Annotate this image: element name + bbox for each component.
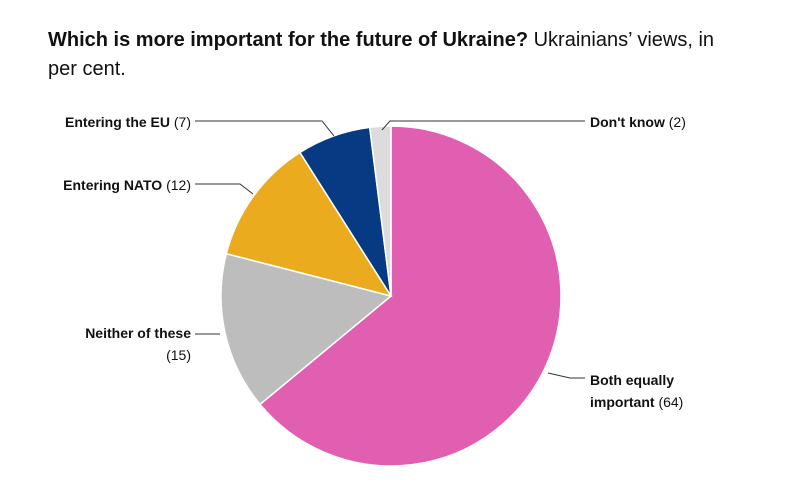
slice-label-value: (64) (655, 394, 684, 410)
slice-label-name: Entering the EU (65, 114, 170, 130)
slice-label-value: (15) (166, 347, 191, 363)
slice-label-name: Both equally (590, 372, 674, 388)
slice-label-name: Neither of these (85, 325, 191, 341)
pie-slice-entering-nato (225, 151, 393, 298)
slice-label-value: (2) (665, 114, 686, 130)
slice-label-value: (12) (162, 177, 191, 193)
chart-title-subtitle: Ukrainians’ views, in per cent. (48, 29, 715, 80)
slice-label-name: Entering NATO (63, 177, 162, 193)
slice-label-name: Don't know (590, 114, 665, 130)
leader-line-entering-nato (195, 183, 254, 195)
slice-label-don-t-know: Don't know (2) (590, 114, 686, 130)
slice-label-both-equally-important: Both equally important (64) (590, 372, 683, 410)
slice-label-value: (7) (170, 114, 191, 130)
pie-slice-neither-of-these (220, 252, 393, 406)
slice-label-entering-the-eu: Entering the EU (7) (65, 114, 191, 130)
leader-line-don-t-know (381, 120, 585, 131)
slice-label-name: important (590, 394, 655, 410)
leader-line-both-equally-important (547, 372, 585, 379)
chart-title-question: Which is more important for the future o… (48, 29, 529, 51)
chart-title: Which is more important for the future o… (48, 26, 748, 84)
leader-line-entering-the-eu (195, 120, 335, 137)
slice-label-neither-of-these: Neither of these (15) (85, 325, 191, 363)
pie-slice-both-equally-important (258, 125, 562, 467)
pie-slice-don-t-know (368, 125, 392, 297)
slice-label-entering-nato: Entering NATO (12) (63, 177, 191, 193)
